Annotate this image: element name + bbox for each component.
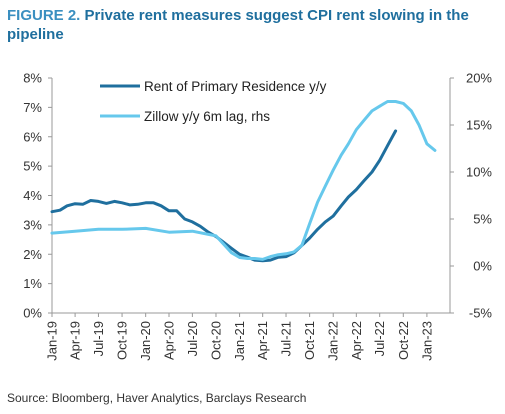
left-tick-label: 0%: [23, 306, 42, 321]
left-tick-label: 8%: [23, 71, 42, 86]
x-tick-label: Jan-19: [45, 321, 60, 361]
x-tick-label: Oct-19: [115, 321, 130, 360]
x-tick-label: Apr-21: [255, 321, 270, 360]
x-tick-label: Jan-21: [232, 321, 247, 361]
x-tick-label: Oct-21: [302, 321, 317, 360]
chart-title: FIGURE 2. Private rent measures suggest …: [7, 6, 497, 44]
source-note: Source: Bloomberg, Haver Analytics, Barc…: [7, 391, 307, 405]
x-tick-label: Jul-22: [372, 321, 387, 356]
right-tick-label: 15%: [466, 118, 492, 133]
legend-label: Rent of Primary Residence y/y: [144, 79, 327, 94]
right-tick-label: 20%: [466, 71, 492, 86]
left-tick-label: 2%: [23, 247, 42, 262]
left-tick-label: 1%: [23, 276, 42, 291]
right-tick-label: 10%: [466, 165, 492, 180]
x-tick-label: Jul-19: [91, 321, 106, 356]
left-tick-label: 7%: [23, 100, 42, 115]
right-tick-label: -5%: [469, 306, 493, 321]
x-tick-label: Oct-22: [396, 321, 411, 360]
x-tick-label: Jan-22: [326, 321, 341, 361]
series-line-zillow: [50, 100, 437, 261]
figure-title: Private rent measures suggest CPI rent s…: [7, 7, 469, 43]
left-tick-label: 4%: [23, 188, 42, 203]
x-tick-label: Oct-20: [208, 321, 223, 360]
legend-label: Zillow y/y 6m lag, rhs: [144, 109, 270, 124]
x-tick-label: Jan-20: [138, 321, 153, 361]
x-tick-label: Apr-22: [349, 321, 364, 360]
x-tick-label: Apr-20: [162, 321, 177, 360]
figure-number: FIGURE 2.: [7, 7, 81, 24]
x-tick-label: Jan-23: [419, 321, 434, 361]
left-tick-label: 5%: [23, 159, 42, 174]
x-tick-label: Jul-21: [279, 321, 294, 356]
x-tick-label: Apr-19: [68, 321, 83, 360]
right-tick-label: 5%: [473, 212, 492, 227]
left-tick-label: 6%: [23, 129, 42, 144]
x-tick-label: Jul-20: [185, 321, 200, 356]
right-tick-label: 0%: [473, 259, 492, 274]
left-tick-label: 3%: [23, 217, 42, 232]
